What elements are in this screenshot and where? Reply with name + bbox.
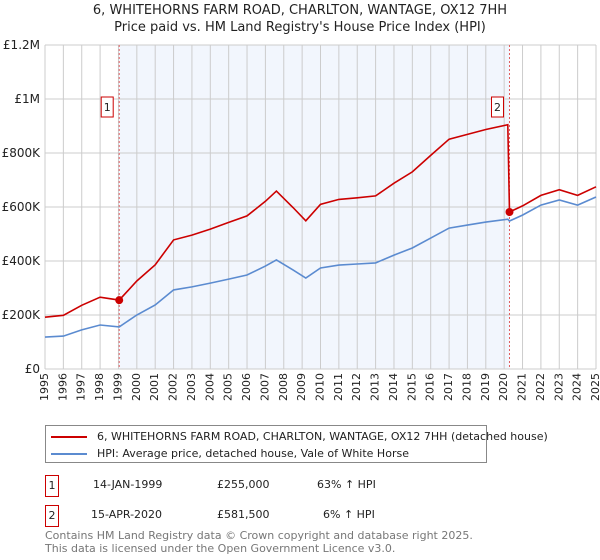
x-tick-label: 2024 — [571, 373, 584, 401]
x-tick-label: 2002 — [167, 373, 180, 401]
legend: 6, WHITEHORNS FARM ROAD, CHARLTON, WANTA… — [45, 425, 548, 463]
legend-swatch — [51, 435, 87, 438]
x-tick-label: 2025 — [589, 373, 600, 401]
x-tick-label: 2006 — [240, 373, 253, 401]
x-tick-label: 2023 — [552, 373, 565, 401]
x-tick-label: 2009 — [295, 373, 308, 401]
hpi-line — [44, 196, 597, 338]
y-tick-label: £400K — [2, 254, 42, 268]
x-tick-label: 2001 — [148, 373, 161, 401]
x-tick-label: 2008 — [277, 373, 290, 401]
x-tick-label: 2015 — [405, 373, 418, 401]
x-tick-label: 2012 — [350, 373, 363, 401]
x-tick-label: 2017 — [442, 373, 455, 401]
transaction-marker: 1 — [45, 475, 59, 497]
y-tick-label: £0 — [25, 362, 40, 376]
annotation-box — [490, 96, 504, 118]
sale-point — [115, 296, 124, 305]
transaction-hpi: 63% ↑ HPI — [317, 478, 376, 491]
y-tick-label: £800K — [2, 146, 42, 160]
footer-copyright: Contains HM Land Registry data © Crown c… — [45, 529, 473, 542]
transaction-marker: 2 — [45, 505, 59, 527]
y-tick-label: £1.2M — [3, 38, 40, 52]
x-tick-label: 2018 — [460, 373, 473, 401]
chart-subtitle: Price paid vs. HM Land Registry's House … — [114, 20, 486, 35]
annotation-label: 2 — [494, 101, 501, 114]
x-tick-label: 2004 — [203, 373, 216, 401]
footer: Contains HM Land Registry data © Crown c… — [45, 529, 473, 555]
x-tick-label: 1998 — [93, 373, 106, 401]
x-tick-label: 2005 — [222, 373, 235, 401]
y-tick-label: £1M — [14, 92, 40, 106]
x-tick-label: 1997 — [75, 373, 88, 401]
x-tick-label: 2007 — [258, 373, 271, 401]
footer-licence: This data is licensed under the Open Gov… — [45, 542, 396, 555]
transaction-row: 1 14-JAN-1999 £255,000 63% ↑ HPI — [45, 475, 445, 497]
transaction-price: £255,000 — [217, 478, 270, 491]
x-tick-label: 2021 — [516, 373, 529, 401]
x-tick-label: 2016 — [424, 373, 437, 401]
transaction-hpi: 6% ↑ HPI — [323, 508, 375, 521]
x-tick-label: 1995 — [38, 373, 51, 401]
property-price-line — [44, 123, 597, 318]
transaction-price: £581,500 — [217, 508, 270, 521]
x-tick-label: 2019 — [479, 373, 492, 401]
legend-item-hpi: HPI: Average price, detached house, Vale… — [51, 447, 409, 460]
sale-point — [505, 207, 514, 216]
y-tick-label: £600K — [2, 200, 42, 214]
legend-label: HPI: Average price, detached house, Vale… — [97, 447, 409, 460]
x-tick-label: 2022 — [534, 373, 547, 401]
x-tick-label: 2010 — [314, 373, 327, 401]
annotation-label: 1 — [104, 101, 111, 114]
x-tick-label: 2020 — [497, 373, 510, 401]
x-tick-label: 1996 — [56, 373, 69, 401]
transaction-date: 15-APR-2020 — [91, 508, 163, 521]
price-chart: 1995 1996 1997 1998 1999 2000 2001 2002 2003 2004… — [2, 38, 600, 401]
x-tick-label: 2014 — [387, 373, 400, 401]
legend-label: 6, WHITEHORNS FARM ROAD, CHARLTON, WANTA… — [97, 430, 548, 443]
transaction-date: 14-JAN-1999 — [93, 478, 163, 491]
chart-title: 6, WHITEHORNS FARM ROAD, CHARLTON, WANTA… — [92, 3, 508, 18]
x-tick-label: 1999 — [111, 373, 124, 401]
y-tick-label: £200K — [2, 308, 42, 322]
x-tick-label: 2000 — [130, 373, 143, 401]
x-tick-label: 2013 — [369, 373, 382, 401]
transaction-row: 2 15-APR-2020 £581,500 6% ↑ HPI — [45, 505, 445, 527]
annotation-box — [100, 96, 114, 118]
legend-item-property: 6, WHITEHORNS FARM ROAD, CHARLTON, WANTA… — [51, 430, 548, 443]
legend-swatch — [51, 452, 87, 455]
x-tick-label: 2003 — [185, 373, 198, 401]
x-tick-label: 2011 — [332, 373, 345, 401]
